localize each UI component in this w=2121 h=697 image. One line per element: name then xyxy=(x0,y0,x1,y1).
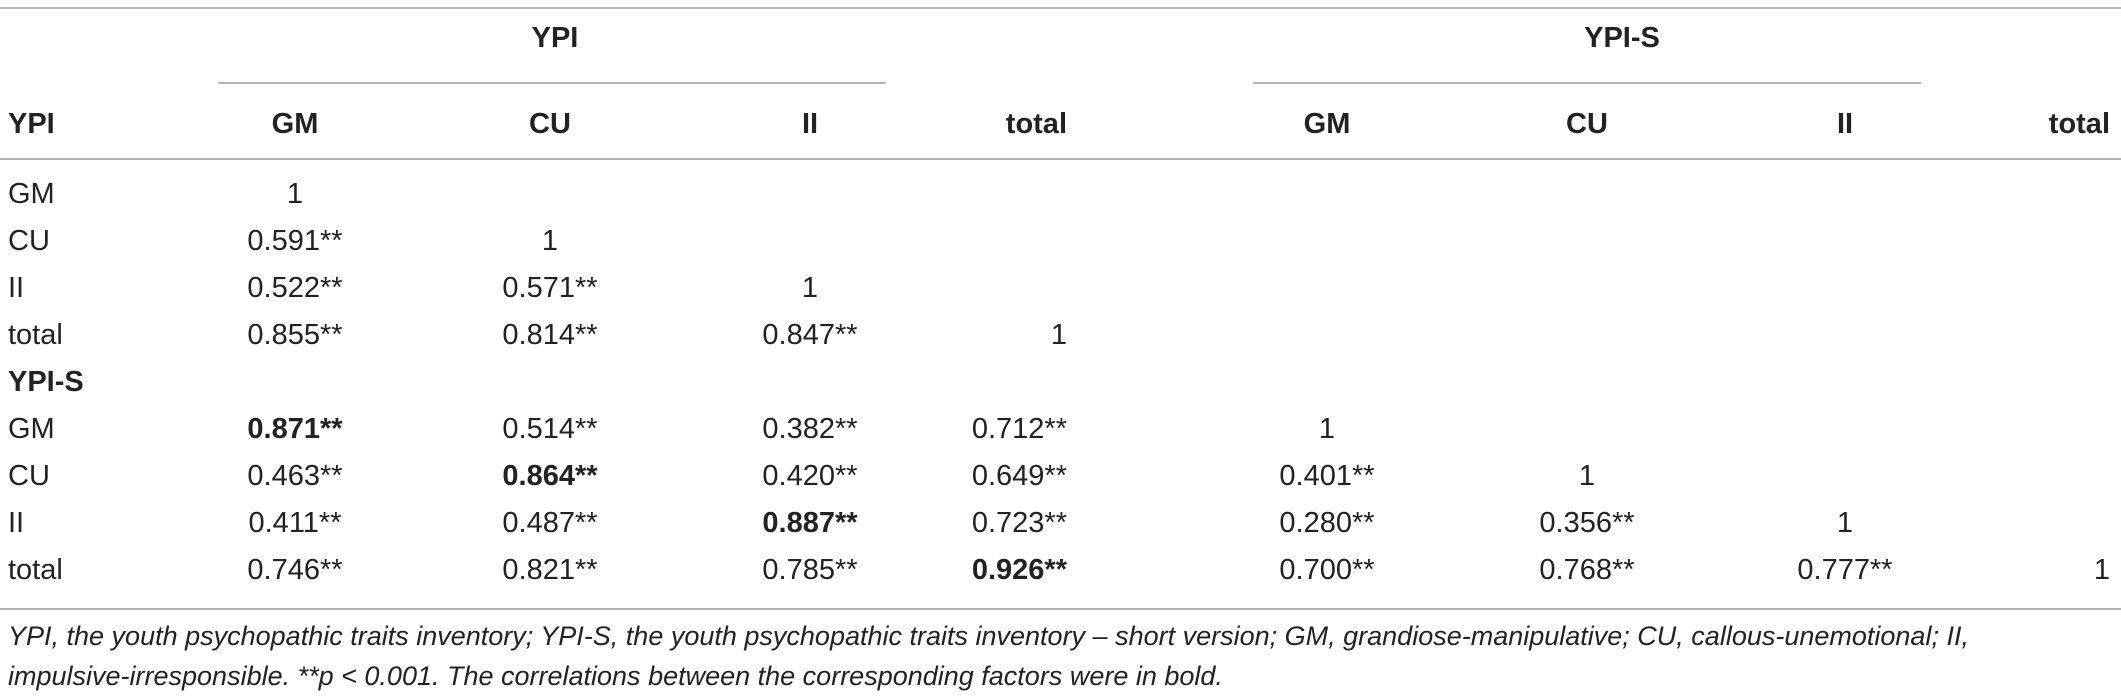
table-cell: 1 xyxy=(1318,413,1336,445)
table-cell: 0.591** xyxy=(247,225,343,257)
table-cell: 0.871** xyxy=(247,413,343,445)
table-bottom-rule xyxy=(0,608,2121,610)
table-cell: 0.700** xyxy=(1279,554,1375,586)
table-cell: 0.420** xyxy=(762,460,858,492)
group-header-ypi-s: YPI-S xyxy=(1584,22,1660,54)
group-rule-ypi xyxy=(218,82,886,84)
row-label: GM xyxy=(8,178,55,210)
table-cell: 0.356** xyxy=(1539,507,1635,539)
table-top-rule xyxy=(0,7,2121,9)
group-header-ypi: YPI xyxy=(531,22,579,54)
column-header-ypi-s-gm: GM xyxy=(1303,108,1351,140)
table-cell: 0.723** xyxy=(971,507,1067,539)
corner-label: YPI xyxy=(8,108,55,140)
row-label: II xyxy=(8,507,25,539)
column-header-ypi-s-ii: II xyxy=(1836,108,1854,140)
row-label: total xyxy=(8,554,63,586)
table-cell: 0.777** xyxy=(1797,554,1893,586)
table-cell: 1 xyxy=(286,178,304,210)
column-header-ypi-ii: II xyxy=(801,108,819,140)
table-cell: 1 xyxy=(541,225,559,257)
column-header-ypi-cu: CU xyxy=(529,108,571,140)
table-cell: 0.463** xyxy=(247,460,343,492)
table-cell: 0.864** xyxy=(502,460,598,492)
table-cell: 0.712** xyxy=(971,413,1067,445)
table-cell: 0.926** xyxy=(971,554,1067,586)
table-cell: 1 xyxy=(1836,507,1854,539)
table-cell: 0.649** xyxy=(971,460,1067,492)
table-footnote: YPI, the youth psychopathic traits inven… xyxy=(8,616,2108,696)
table-cell: 0.855** xyxy=(247,319,343,351)
footnote-line-1: YPI, the youth psychopathic traits inven… xyxy=(8,621,1969,651)
table-cell: 0.785** xyxy=(762,554,858,586)
table-cell: 1 xyxy=(2093,554,2110,586)
table-cell: 0.887** xyxy=(762,507,858,539)
table-cell: 0.487** xyxy=(502,507,598,539)
column-header-ypi-total: total xyxy=(1005,108,1067,140)
table-cell: 0.522** xyxy=(247,272,343,304)
row-label: CU xyxy=(8,460,50,492)
table-cell: 0.847** xyxy=(762,319,858,351)
row-label: total xyxy=(8,319,63,351)
row-label: GM xyxy=(8,413,55,445)
column-header-ypi-s-cu: CU xyxy=(1566,108,1608,140)
table-cell: 0.280** xyxy=(1279,507,1375,539)
table-cell: 1 xyxy=(801,272,819,304)
column-header-ypi-s-total: total xyxy=(2048,108,2110,140)
table-cell: 0.401** xyxy=(1279,460,1375,492)
table-cell: 0.411** xyxy=(248,507,342,539)
table-cell: 1 xyxy=(1578,460,1596,492)
table-cell: 0.814** xyxy=(502,319,598,351)
table-cell: 0.746** xyxy=(247,554,343,586)
footnote-line-2: impulsive-irresponsible. **p < 0.001. Th… xyxy=(8,661,1223,691)
group-rule-ypi-s xyxy=(1253,82,1921,84)
table-cell: 1 xyxy=(1050,319,1067,351)
table-cell: 0.514** xyxy=(502,413,598,445)
row-label: CU xyxy=(8,225,50,257)
table-cell: 0.382** xyxy=(762,413,858,445)
header-bottom-rule xyxy=(0,158,2121,160)
row-label: II xyxy=(8,272,25,304)
table-cell: 0.768** xyxy=(1539,554,1635,586)
table-cell: 0.821** xyxy=(502,554,598,586)
table-cell: 0.571** xyxy=(502,272,598,304)
column-header-ypi-gm: GM xyxy=(271,108,319,140)
section-label: YPI-S xyxy=(8,366,84,398)
